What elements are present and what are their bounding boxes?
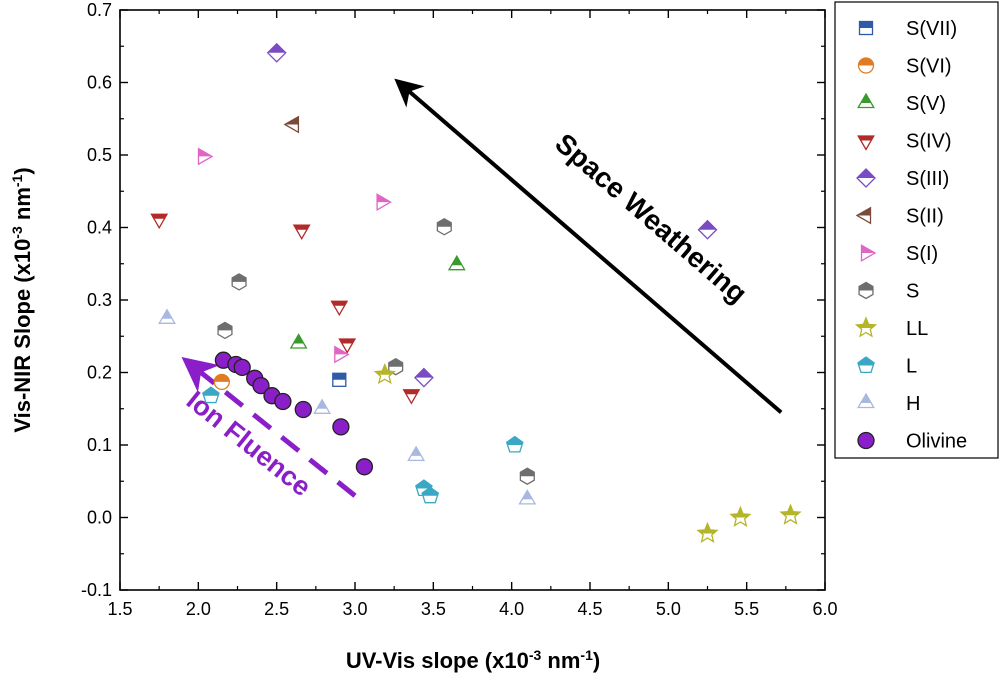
x-tick-label: 5.5 [734,599,759,619]
legend-marker-h [857,392,875,409]
data-point-olivine [294,400,312,419]
legend-box [834,1,999,459]
legend-label-s-vii: S(VII) [906,18,957,40]
data-point-ll [696,521,719,543]
legend-label-h: H [906,393,920,415]
data-point-l [202,386,220,404]
x-tick-label: 1.5 [107,599,132,619]
data-point-s [519,467,535,485]
data-point-s [388,357,404,376]
legend: S(VII)S(VI)S(V)S(IV)S(III)S(II)S(I)SLLLH… [854,18,967,453]
legend-marker-s-vii [858,20,874,36]
data-points [150,42,802,543]
legend-marker-s [858,281,874,300]
data-point-s [436,218,452,236]
data-point-s-ii [283,115,300,134]
legend-label-s-v: S(V) [906,93,946,115]
data-point-olivine [332,418,350,436]
data-point-s-i [334,345,350,364]
x-tick-label: 2.0 [186,599,211,619]
y-tick-label: 0.2 [87,363,112,383]
data-point-s-iii [413,367,434,388]
data-point-s-iv [292,224,311,241]
data-point-h [407,445,426,462]
data-point-h [158,308,176,324]
data-point-s-iii [266,42,287,63]
legend-marker-s-iii [856,168,876,188]
x-tick-label: 3.0 [342,599,367,619]
data-point-s-vi [213,373,230,391]
legend-marker-s-v [857,92,875,109]
data-point-s-v [289,333,308,349]
data-point-ll [779,503,802,525]
y-tick-label: 0.7 [87,0,112,20]
legend-marker-s-ii [855,206,872,225]
legend-marker-s-vi [857,57,875,74]
data-point-s-i [376,193,392,212]
plot-frame [119,9,826,591]
x-tick-label: 2.5 [264,599,289,619]
data-point-s [231,273,247,291]
data-point-s-iii [697,219,718,240]
legend-marker-s-iv [857,135,875,151]
legend-marker-ll [854,316,878,338]
legend-marker-l [857,356,875,374]
space-weathering-label: Space Weathering [549,127,753,309]
legend-label-s-vi: S(VI) [906,56,952,78]
legend-label-s-i: S(I) [906,243,938,265]
data-point-s-vii [332,372,347,387]
y-axis-title: Vis-NIR Slope (x10-3 nm-1) [9,167,35,432]
legend-marker-s-i [860,244,877,262]
legend-label-s-ii: S(II) [906,206,944,228]
x-tick-label: 4.5 [577,599,602,619]
legend-marker-olivine [857,431,875,450]
data-point-s-v [447,254,466,271]
legend-label-s-iv: S(IV) [906,131,952,153]
y-tick-label: 0.0 [87,508,112,528]
data-point-s-iv [150,213,169,230]
x-tick-label: 3.5 [421,599,446,619]
data-point-olivine [233,358,251,377]
data-point-olivine [252,376,270,395]
y-tick-label: 0.1 [87,435,112,455]
data-point-s [217,321,233,340]
y-tick-label: 0.6 [87,73,112,93]
axis-ticks: 1.5 2.0 2.5 3.0 3.5 4.0 4.5 5.0 5.5 6.0 -0.1 0.0 0.1… [81,0,838,619]
legend-label-olivine: Olivine [906,431,967,453]
y-tick-label: 0.3 [87,290,112,310]
x-axis-title: UV-Vis slope (x10-3 nm-1) [346,647,600,673]
x-tick-label: 6.0 [812,599,837,619]
data-point-olivine [274,392,292,411]
legend-label-ll: LL [906,318,928,340]
data-point-olivine [355,458,374,476]
data-point-ll [373,363,396,385]
ion-fluence-label: Ion Fluence [181,385,317,502]
data-point-s-iv [330,300,349,317]
x-tick-label: 4.0 [499,599,524,619]
data-point-s-i [197,147,214,166]
data-point-h [313,398,332,414]
data-point-ll [729,505,752,527]
x-tick-label: 5.0 [656,599,681,619]
data-point-h [518,489,537,505]
y-tick-label: 0.4 [87,218,112,238]
annotations: Space Weathering Ion Fluence [181,78,783,502]
y-tick-label: -0.1 [81,580,112,600]
legend-label-l: L [906,356,917,378]
legend-label-s-iii: S(III) [906,168,949,190]
data-point-s-iv [402,389,421,405]
data-point-l [505,435,524,453]
data-point-s-iv [338,338,357,354]
y-tick-label: 0.5 [87,145,112,165]
data-point-l [421,486,440,504]
space-weathering-arrow [394,78,783,414]
legend-label-s: S [906,281,919,303]
